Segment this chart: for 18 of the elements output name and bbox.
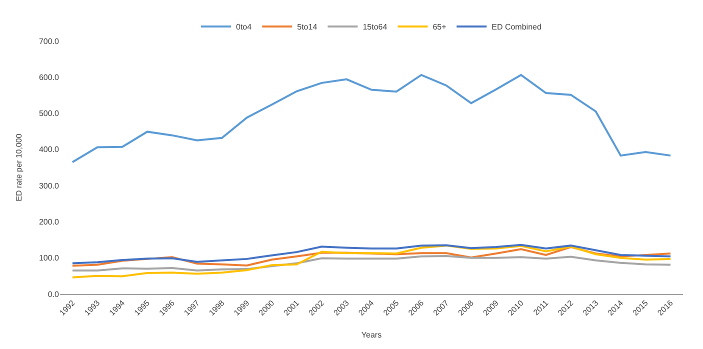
y-tick-label: 600.0	[38, 72, 60, 82]
x-axis-title: Years	[361, 330, 382, 340]
line-series	[71, 244, 672, 278]
line-series	[71, 74, 672, 164]
y-tick-label: 0.0	[48, 290, 60, 299]
y-tick-label: 500.0	[38, 109, 60, 118]
y-tick-label: 300.0	[38, 181, 60, 190]
legend-label: 0to4	[236, 22, 252, 32]
y-tick-label: 400.0	[38, 145, 60, 154]
y-tick-label: 700.0	[38, 36, 60, 46]
line-series	[71, 255, 672, 272]
legend-label: 65+	[432, 22, 447, 32]
y-tick-label: 100.0	[38, 254, 60, 263]
y-axis-title: ED rate per 10,000	[14, 133, 24, 202]
legend-label: ED Combined	[492, 22, 542, 32]
legend-label: 15to64	[362, 22, 388, 32]
legend-label: 5to14	[297, 22, 318, 32]
y-tick-label: 200.0	[38, 218, 60, 227]
